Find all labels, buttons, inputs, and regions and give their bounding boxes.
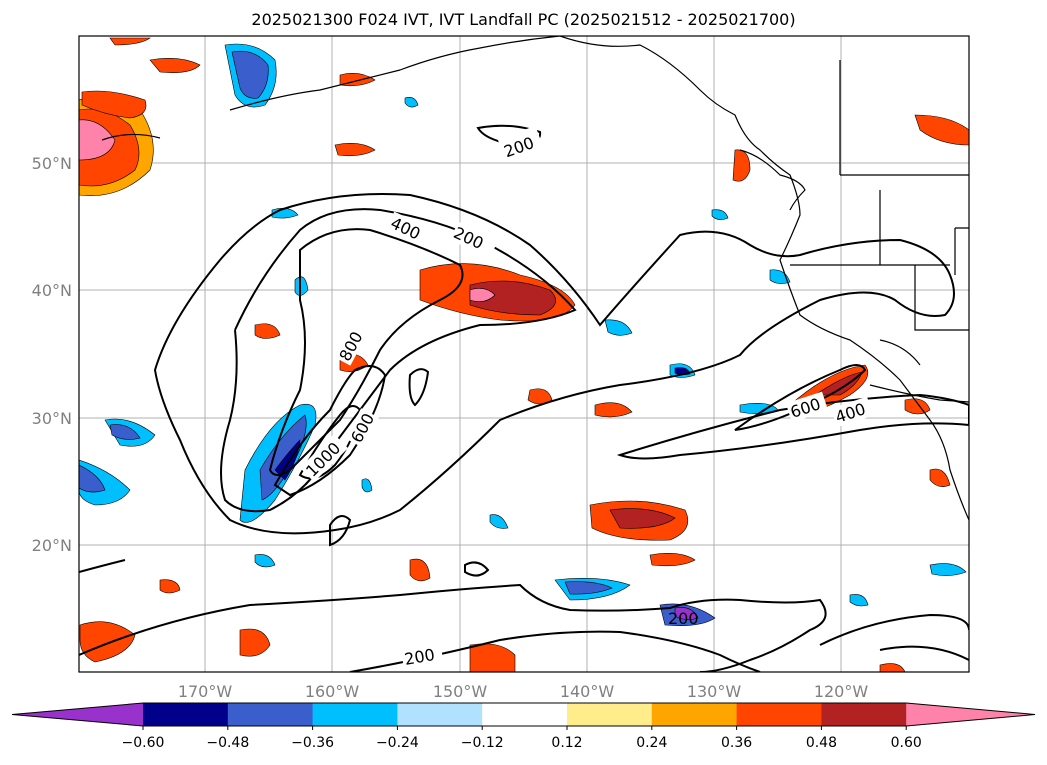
lon-label: 170°W [178, 682, 233, 701]
colorbar-tick-label: 0.36 [721, 735, 752, 751]
colorbar-tick-label: 0.24 [636, 735, 667, 751]
contour-label: 200 [403, 645, 436, 669]
lat-label: 30°N [32, 409, 72, 428]
lon-label: 160°W [305, 682, 360, 701]
colorbar-segment [312, 703, 398, 726]
colorbar: −0.60 −0.48 −0.36 −0.24 −0.12 0.12 0.24 0.36 0.4… [11, 702, 1036, 751]
colorbar-segment [821, 703, 907, 726]
lon-label: 140°W [560, 682, 615, 701]
colorbar-segment [482, 703, 568, 726]
lat-label: 40°N [32, 281, 72, 300]
colorbar-tick-label: −0.36 [291, 735, 334, 751]
contour-label: 200 [668, 609, 699, 628]
colorbar-segment [143, 703, 229, 726]
lon-label: 130°W [687, 682, 742, 701]
map-layers: 200 200 400 200 800 600 1000 600 400 200 [79, 36, 969, 672]
colorbar-tick-label: −0.12 [461, 735, 504, 751]
map-frame [78, 35, 970, 673]
colorbar-tick-label: 0.48 [806, 735, 837, 751]
map-title: 2025021300 F024 IVT, IVT Landfall PC (20… [251, 10, 796, 29]
colorbar-tick-label: 0.60 [891, 735, 922, 751]
lat-label: 50°N [32, 154, 72, 173]
colorbar-tick-label: 0.12 [551, 735, 582, 751]
colorbar-segment [227, 703, 314, 726]
positive-anomalies [79, 37, 969, 672]
lat-label: 20°N [32, 536, 72, 555]
coastlines [101, 36, 969, 521]
gridlines [79, 36, 969, 672]
longitude-labels: 170°W 160°W 150°W 140°W 130°W 120°W [178, 682, 869, 701]
colorbar-segment [397, 703, 483, 726]
latitude-labels: 50°N 40°N 30°N 20°N [32, 154, 72, 555]
negative-anomalies [79, 43, 967, 626]
colorbar-tick-label: −0.60 [122, 735, 165, 751]
colorbar-segment [736, 703, 822, 726]
colorbar-segment [567, 703, 653, 726]
contour-label: 400 [833, 399, 868, 427]
colorbar-tick-label: −0.24 [376, 735, 419, 751]
lon-label: 120°W [814, 682, 869, 701]
lon-label: 150°W [433, 682, 488, 701]
colorbar-extend-left [12, 703, 143, 726]
colorbar-segment [651, 703, 738, 726]
colorbar-extend-right [906, 703, 1035, 726]
colorbar-tick-label: −0.48 [206, 735, 249, 751]
